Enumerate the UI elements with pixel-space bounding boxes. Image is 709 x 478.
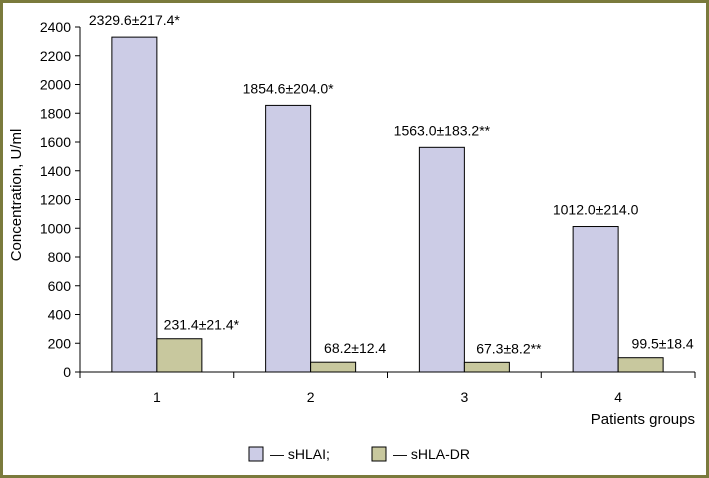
- bar-shlai-2: [265, 104, 312, 373]
- legend-label-shla-dr: — sHLA-DR: [393, 446, 470, 462]
- bar-shlai-4: [572, 226, 619, 373]
- y-tick-label: 1800: [40, 105, 71, 121]
- bars: [111, 36, 664, 373]
- y-tick-label: 1200: [40, 192, 71, 208]
- y-axis-title: Concentration, U/ml: [8, 129, 25, 262]
- y-tick-label: 800: [48, 249, 72, 265]
- legend-swatch-shla-dr: [371, 446, 387, 462]
- data-label: 2329.6±217.4*: [89, 12, 181, 28]
- bar-shlai-1: [111, 36, 158, 373]
- y-tick-label: 0: [63, 364, 71, 380]
- legend-swatch-shlai: [248, 446, 264, 462]
- x-tick-label: 4: [614, 389, 622, 405]
- x-tick-label: 3: [460, 389, 468, 405]
- y-tick-label: 2000: [40, 77, 71, 93]
- data-label: 67.3±8.2**: [476, 340, 542, 356]
- y-tick-label: 400: [48, 307, 72, 323]
- data-label: 231.4±21.4*: [164, 317, 240, 333]
- x-tick-label: 1: [153, 389, 161, 405]
- x-tick-label: 2: [307, 389, 315, 405]
- legend-label-shlai: — sHLAI;: [270, 446, 330, 462]
- bar-shla-dr-2: [310, 361, 357, 373]
- data-label: 1854.6±204.0*: [243, 80, 335, 96]
- legend: — sHLAI; — sHLA-DR: [248, 446, 470, 462]
- bar-shla-dr-3: [463, 361, 510, 373]
- y-tick-label: 2200: [40, 48, 71, 64]
- y-tick-label: 600: [48, 278, 72, 294]
- y-tick-label: 1600: [40, 134, 71, 150]
- data-label: 1012.0±214.0: [553, 202, 639, 218]
- y-tick-label: 1400: [40, 163, 71, 179]
- data-labels: 2329.6±217.4* 231.4±21.4* 1854.6±204.0* 68.…: [89, 12, 694, 356]
- bar-shlai-3: [418, 146, 465, 373]
- data-label: 68.2±12.4: [324, 340, 386, 356]
- data-label: 1563.0±183.2**: [394, 122, 491, 138]
- bar-shla-dr-1: [156, 338, 203, 373]
- y-tick-label: 2400: [40, 19, 71, 35]
- data-label: 99.5±18.4: [632, 336, 694, 352]
- y-tick-label: 1000: [40, 220, 71, 236]
- x-axis-title: Patients groups: [591, 411, 695, 428]
- y-tick-label: 200: [48, 335, 72, 351]
- bar-shla-dr-4: [617, 357, 664, 373]
